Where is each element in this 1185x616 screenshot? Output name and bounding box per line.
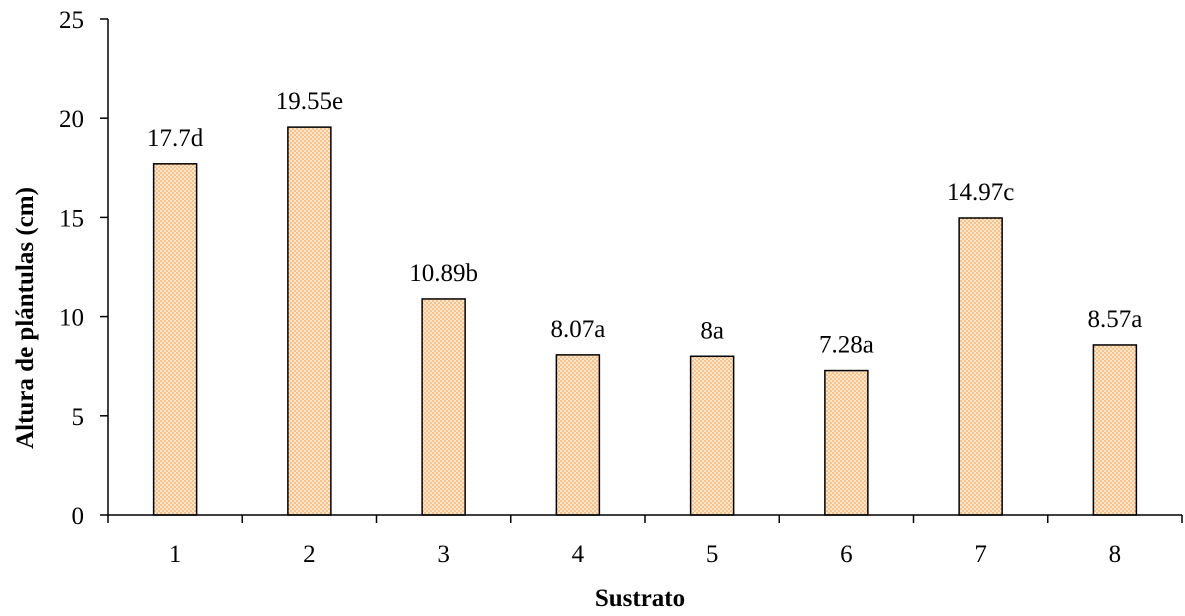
x-tick-label: 6 (840, 541, 853, 568)
bar-6 (824, 369, 869, 516)
x-tick-label: 1 (169, 541, 182, 568)
bar-4 (555, 354, 601, 516)
bar-7 (958, 217, 1003, 516)
data-label: 8.07a (550, 316, 605, 343)
x-tick-label: 8 (1109, 541, 1122, 568)
data-label: 14.97c (947, 179, 1014, 206)
x-axis-title: Sustrato (595, 585, 685, 611)
bar-5 (689, 355, 735, 516)
axes-layer (100, 18, 1183, 523)
bar-8 (1092, 344, 1138, 516)
y-tick-label: 10 (59, 305, 84, 332)
data-label: 17.7d (147, 125, 204, 152)
data-label: 8.57a (1087, 306, 1142, 333)
x-tick-label: 4 (572, 541, 585, 568)
y-tick-label: 15 (59, 205, 84, 232)
labels-layer: 0 5 10 15 20 25 1 2 3 4 5 6 7 8 17.7d 19.55e 10.89b 8.07a… (59, 7, 1142, 568)
y-tick-label: 20 (59, 106, 84, 133)
x-tick-label: 5 (706, 541, 719, 568)
bar-3 (421, 298, 466, 516)
data-label: 7.28a (819, 332, 874, 359)
data-label: 10.89b (409, 260, 478, 287)
x-tick-label: 7 (974, 541, 987, 568)
x-tick-label: 3 (437, 541, 450, 568)
data-label: 8a (700, 317, 724, 344)
y-tick-label: 0 (72, 503, 85, 530)
data-label: 19.55e (276, 88, 343, 115)
bar-2 (287, 126, 332, 516)
y-tick-label: 5 (72, 404, 85, 431)
y-axis-title: Altura de plántulas (cm) (12, 187, 39, 449)
x-tick-label: 2 (303, 541, 316, 568)
bar-1 (152, 163, 198, 516)
bars-layer (152, 126, 1138, 516)
y-tick-label: 25 (59, 7, 84, 34)
